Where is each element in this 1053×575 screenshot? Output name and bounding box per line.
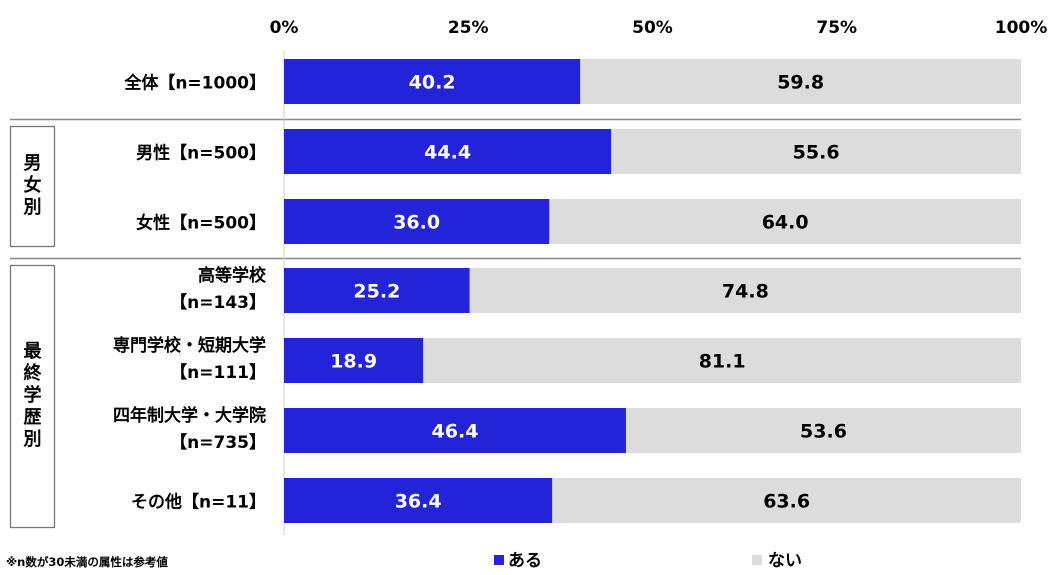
group-label: 最終学歴別 (24, 341, 43, 450)
bar-segment-yes (284, 268, 470, 313)
bar-segment-no (552, 478, 1021, 523)
bar-segment-yes (284, 338, 424, 383)
category-label-n: 【n=735】 (170, 432, 266, 453)
bar-segment-yes (284, 129, 612, 174)
data-label: 40.2 (409, 72, 456, 94)
category-label-n: 【n=143】 (170, 292, 266, 313)
category-label: 高等学校 (198, 265, 267, 286)
x-tick-label: 25% (448, 18, 489, 38)
data-label: 63.6 (763, 491, 810, 513)
legend-entry: ある (508, 551, 542, 571)
data-label: 74.8 (722, 281, 769, 303)
bar-segment-no (625, 408, 1021, 453)
data-label: 64.0 (762, 212, 809, 234)
x-tick-label: 75% (816, 18, 857, 38)
group-label: 男女別 (24, 153, 42, 218)
bar-segment-yes (284, 478, 553, 523)
bar-segment-no (611, 129, 1021, 174)
data-label: 46.4 (432, 421, 479, 443)
data-label: 25.2 (353, 281, 400, 303)
data-label: 36.4 (395, 491, 442, 513)
category-label: 全体【n=1000】 (123, 73, 266, 94)
data-label: 53.6 (800, 421, 847, 443)
x-tick-label: 0% (270, 18, 299, 38)
category-label-n: 【n=111】 (170, 362, 266, 383)
bar-segment-yes (284, 59, 581, 104)
data-label: 59.8 (777, 72, 824, 94)
data-label: 36.0 (393, 212, 440, 234)
category-label: 専門学校・短期大学 (113, 335, 266, 356)
footnote: ※n数が30未満の属性は参考値 (6, 555, 168, 569)
legend-entry: ない (768, 551, 802, 571)
category-label: 女性【n=500】 (136, 213, 266, 234)
bar-segment-yes (284, 408, 626, 453)
data-label: 81.1 (699, 351, 746, 373)
bar-segment-no (423, 338, 1022, 383)
legend-swatch (752, 555, 762, 565)
data-label: 18.9 (330, 351, 377, 373)
x-tick-label: 100% (995, 18, 1048, 38)
bar-segment-no (549, 199, 1021, 244)
category-label: その他【n=11】 (131, 492, 266, 513)
category-label: 四年制大学・大学院 (113, 405, 266, 426)
bar-segment-yes (284, 199, 550, 244)
category-label: 男性【n=500】 (136, 143, 266, 164)
bar-segment-no (580, 59, 1021, 104)
group-box (9, 125, 56, 248)
x-tick-label: 50% (632, 18, 673, 38)
data-label: 55.6 (793, 142, 840, 164)
legend-swatch (494, 555, 504, 565)
group-box (9, 264, 56, 529)
data-label: 44.4 (424, 142, 471, 164)
bar-segment-no (469, 268, 1021, 313)
